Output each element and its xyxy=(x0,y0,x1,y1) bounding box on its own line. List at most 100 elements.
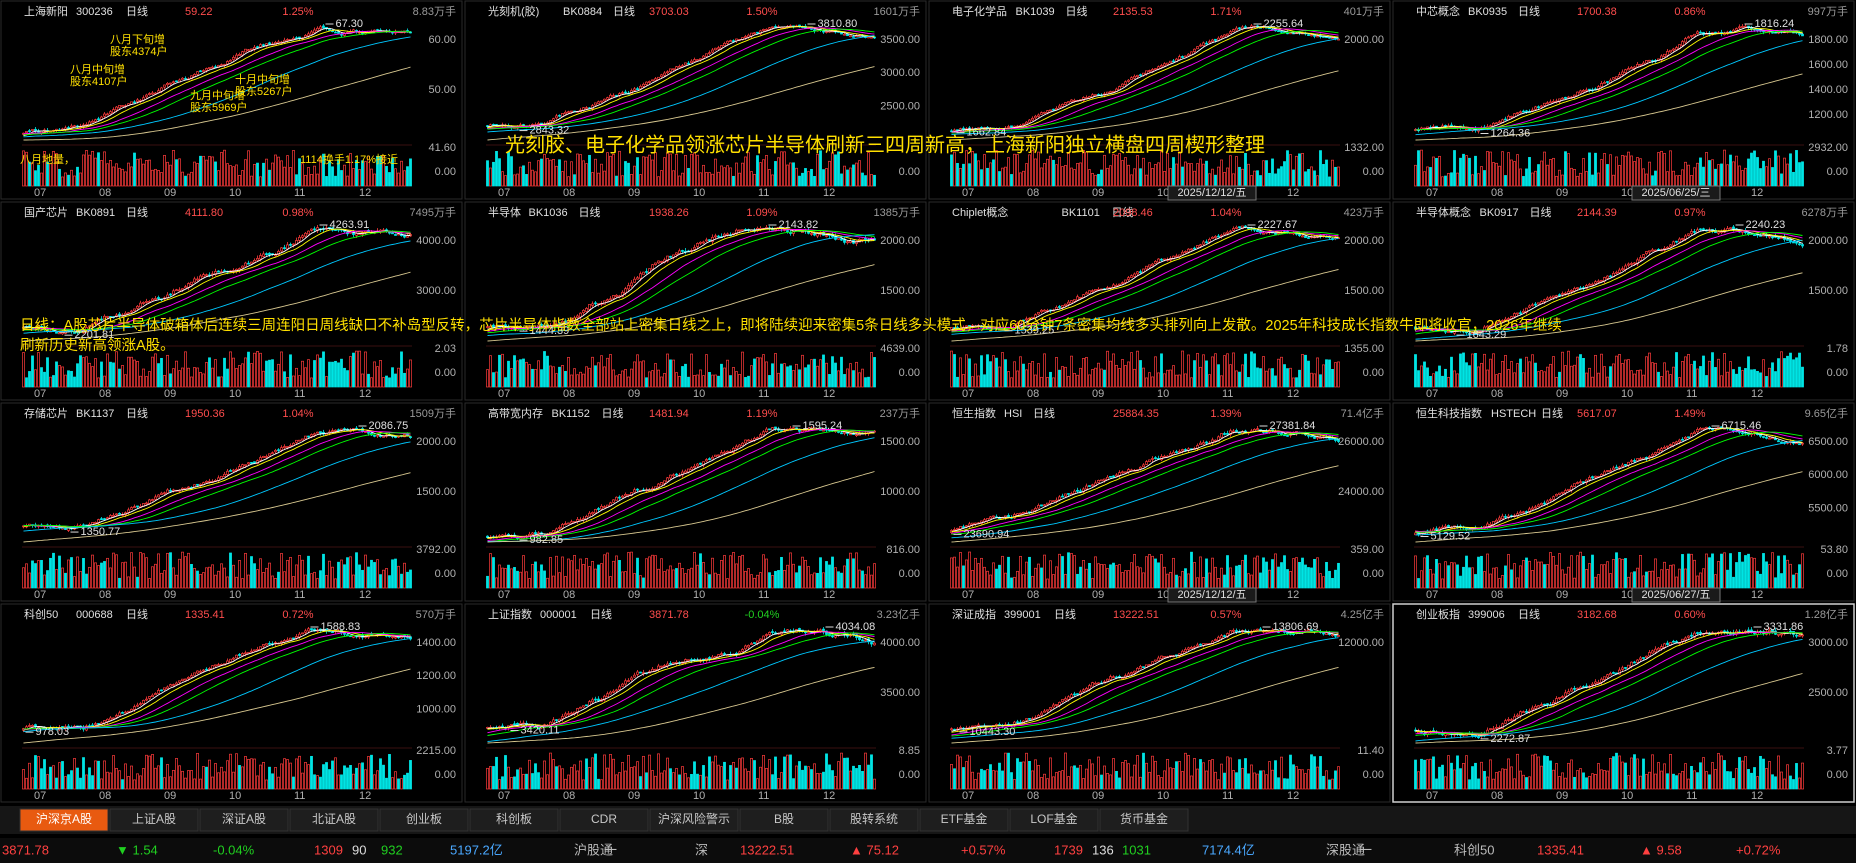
panel-price: 2144.39 xyxy=(1577,207,1617,219)
candle-body xyxy=(636,88,639,90)
panel-price: 59.22 xyxy=(185,6,213,18)
volume-bar xyxy=(588,154,591,187)
volume-bar xyxy=(1624,359,1627,388)
candle-body xyxy=(373,434,376,437)
volume-bar xyxy=(1160,554,1163,589)
volume-bar xyxy=(1594,576,1597,589)
volume-bar xyxy=(1708,360,1711,388)
volume-bar xyxy=(301,559,304,589)
candle-body xyxy=(588,512,591,517)
volume-bar xyxy=(1627,576,1630,589)
volume-bar xyxy=(1058,157,1061,187)
volume-bar xyxy=(501,567,504,589)
candle-body xyxy=(1690,35,1693,37)
y-axis-label: 60.00 xyxy=(428,34,456,46)
volume-bar xyxy=(630,173,633,187)
volume-bar xyxy=(1166,152,1169,187)
volume-bar xyxy=(70,370,73,388)
candle-body xyxy=(1199,442,1202,445)
volume-bar xyxy=(714,572,717,589)
volume-bar xyxy=(1196,577,1199,589)
volume-bar xyxy=(1082,560,1085,589)
candle-body xyxy=(1151,263,1154,267)
volume-bar xyxy=(1109,564,1112,589)
candle-body xyxy=(1214,38,1217,41)
volume-bar xyxy=(1325,561,1328,589)
volume-bar xyxy=(648,371,651,388)
volume-bar xyxy=(307,359,310,388)
volume-bar xyxy=(1184,568,1187,589)
candle-body xyxy=(208,480,211,483)
volume-bar xyxy=(1435,157,1438,187)
volume-bar xyxy=(1172,157,1175,187)
volume-bar xyxy=(364,351,367,388)
volume-bar xyxy=(1426,367,1429,388)
volume-bar xyxy=(1163,373,1166,388)
volume-bar xyxy=(1516,154,1519,187)
volume-bar xyxy=(1666,171,1669,187)
volume-bar xyxy=(154,168,157,187)
status-bar xyxy=(0,838,1856,863)
candle-body xyxy=(241,51,244,56)
volume-bar xyxy=(202,373,205,388)
volume-bar xyxy=(807,364,810,388)
volume-bar xyxy=(1723,353,1726,388)
volume-bar xyxy=(669,359,672,388)
volume-bar xyxy=(1250,574,1253,589)
volume-bar xyxy=(178,558,181,589)
volume-bar xyxy=(1684,356,1687,388)
volume-bar xyxy=(819,557,822,589)
moving-average xyxy=(1415,40,1803,136)
candle-body xyxy=(1690,231,1693,234)
candle-body xyxy=(558,114,561,117)
candle-body xyxy=(953,129,956,132)
volume-bar xyxy=(1094,367,1097,388)
volume-bar xyxy=(175,360,178,388)
volume-bar xyxy=(361,160,364,187)
candle-body xyxy=(1055,108,1058,110)
volume-bar xyxy=(495,151,498,187)
volume-bar xyxy=(741,162,744,187)
candle-body xyxy=(1516,112,1519,115)
volume-bar xyxy=(1286,368,1289,388)
candle-body xyxy=(103,518,106,520)
panel-code: BK0917 xyxy=(1480,207,1519,219)
volume-bar xyxy=(79,355,82,388)
volume-bar xyxy=(1732,576,1735,589)
volume-bar xyxy=(750,171,753,187)
candle-body xyxy=(633,88,636,91)
volume-bar xyxy=(217,376,220,388)
volume-bar xyxy=(618,150,621,187)
volume-bar xyxy=(1774,371,1777,388)
panel-change: 1.39% xyxy=(1210,408,1241,420)
volume-bar xyxy=(109,159,112,187)
volume-bar xyxy=(756,357,759,388)
volume-bar xyxy=(630,551,633,589)
volume-bar xyxy=(819,150,822,187)
candle-body xyxy=(1489,125,1492,128)
month-label: 12 xyxy=(823,589,835,601)
volume-bar xyxy=(1450,562,1453,589)
candle-body xyxy=(1277,432,1280,434)
candle-body xyxy=(1148,70,1151,72)
candle-body xyxy=(1256,428,1259,431)
panel-frame xyxy=(464,0,927,200)
volume-bar xyxy=(112,552,115,589)
volume-bar xyxy=(1774,150,1777,187)
volume-bar xyxy=(1717,561,1720,589)
volume-bar xyxy=(61,366,64,388)
volume-bar xyxy=(1220,159,1223,187)
volume-bar xyxy=(1528,157,1531,187)
candle-body xyxy=(247,262,250,265)
volume-bar xyxy=(325,176,328,187)
volume-bar xyxy=(699,369,702,388)
volume-bar xyxy=(1235,565,1238,589)
candle-body xyxy=(154,496,157,500)
volume-bar xyxy=(567,357,570,388)
volume-bar xyxy=(229,165,232,187)
candle-body xyxy=(229,470,232,472)
month-label: 08 xyxy=(99,589,111,601)
volume-bar xyxy=(1232,352,1235,388)
volume-bar xyxy=(409,359,412,388)
candle-body xyxy=(1019,512,1022,515)
